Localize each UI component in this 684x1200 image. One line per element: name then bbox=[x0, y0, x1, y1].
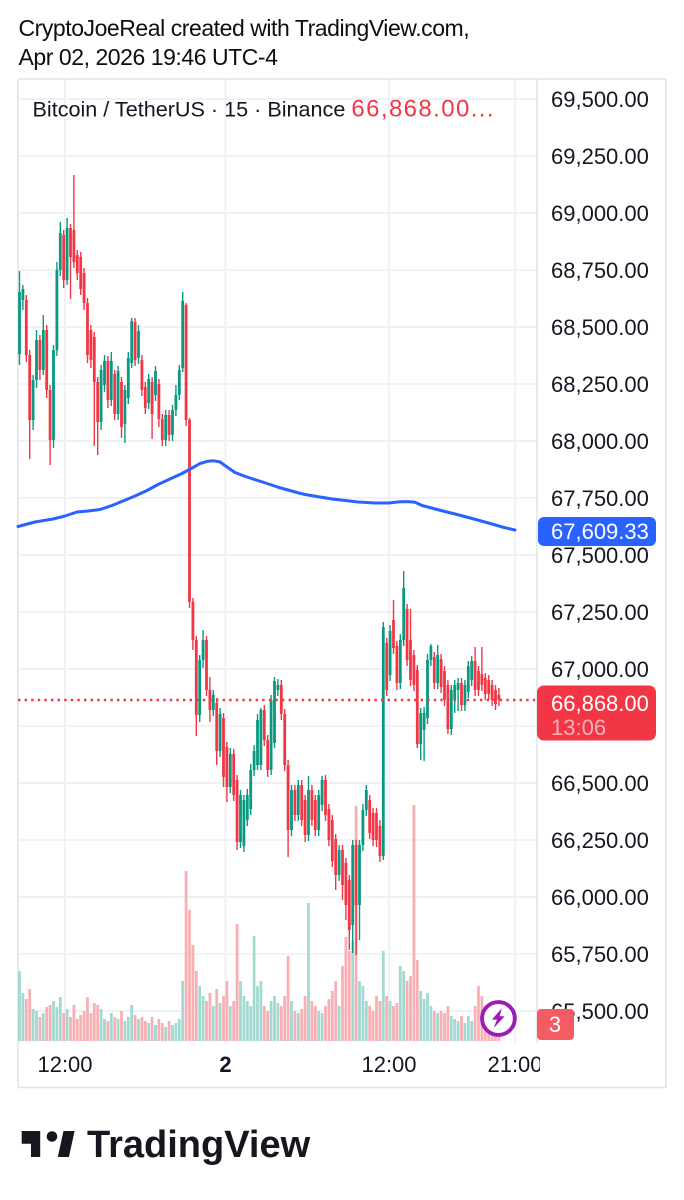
svg-text:Bitcoin / TetherUS · 15 · Bina: Bitcoin / TetherUS · 15 · Binance 66,868… bbox=[33, 96, 495, 123]
svg-text:66,868.00: 66,868.00 bbox=[551, 691, 649, 716]
svg-text:21:00: 21:00 bbox=[487, 1052, 542, 1077]
svg-text:69,500.00: 69,500.00 bbox=[551, 87, 649, 112]
svg-text:67,609.33: 67,609.33 bbox=[551, 519, 649, 544]
svg-text:12:00: 12:00 bbox=[37, 1052, 92, 1077]
svg-text:Apr 02, 2026 19:46 UTC-4: Apr 02, 2026 19:46 UTC-4 bbox=[19, 44, 279, 70]
svg-text:68,250.00: 68,250.00 bbox=[551, 372, 649, 397]
svg-text:67,500.00: 67,500.00 bbox=[551, 543, 649, 568]
svg-text:67,750.00: 67,750.00 bbox=[551, 486, 649, 511]
svg-text:68,500.00: 68,500.00 bbox=[551, 315, 649, 340]
svg-text:12:00: 12:00 bbox=[361, 1052, 416, 1077]
svg-text:67,000.00: 67,000.00 bbox=[551, 657, 649, 682]
svg-text:66,000.00: 66,000.00 bbox=[551, 885, 649, 910]
svg-text:68,750.00: 68,750.00 bbox=[551, 258, 649, 283]
svg-text:69,250.00: 69,250.00 bbox=[551, 144, 649, 169]
svg-text:68,000.00: 68,000.00 bbox=[551, 429, 649, 454]
svg-text:2: 2 bbox=[219, 1052, 231, 1077]
svg-text:3: 3 bbox=[549, 1012, 561, 1037]
svg-text:69,000.00: 69,000.00 bbox=[551, 201, 649, 226]
svg-text:13:06: 13:06 bbox=[551, 715, 606, 740]
svg-text:66,250.00: 66,250.00 bbox=[551, 828, 649, 853]
svg-text:67,250.00: 67,250.00 bbox=[551, 600, 649, 625]
svg-text:66,500.00: 66,500.00 bbox=[551, 771, 649, 796]
svg-text:65,750.00: 65,750.00 bbox=[551, 942, 649, 967]
svg-text:TradingView: TradingView bbox=[87, 1124, 311, 1166]
svg-text:CryptoJoeReal created with Tra: CryptoJoeReal created with TradingView.c… bbox=[19, 15, 470, 41]
